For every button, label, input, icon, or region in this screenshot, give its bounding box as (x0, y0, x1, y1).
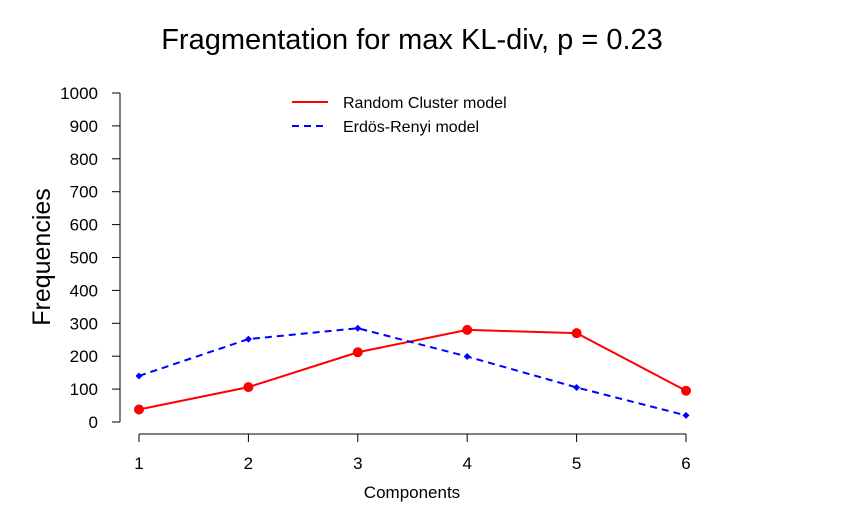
y-tick-label: 900 (70, 117, 98, 136)
data-point (354, 324, 362, 332)
y-tick-label: 600 (70, 216, 98, 235)
x-tick-label: 6 (681, 454, 690, 473)
data-point (681, 385, 691, 396)
series-line (138, 328, 687, 411)
y-tick-label: 500 (70, 249, 98, 268)
x-tick-label: 3 (353, 454, 362, 473)
y-tick-label: 100 (70, 380, 98, 399)
y-tick-label: 700 (70, 183, 98, 202)
data-point (243, 382, 254, 393)
data-point (462, 324, 473, 335)
y-tick-label: 1000 (60, 84, 98, 103)
series-layer (134, 324, 691, 419)
legend-label: Random Cluster model (343, 95, 507, 112)
y-axis: 0 100 200 300 400 500 600 700 800 900 1000 (60, 84, 121, 432)
legend: Random Cluster model Erdös-Renyi model (292, 95, 507, 136)
x-tick-label: 2 (244, 454, 253, 473)
chart-title: Fragmentation for max KL-div, p = 0.23 (161, 24, 663, 56)
y-tick-label: 800 (70, 150, 98, 169)
x-tick-label: 5 (572, 454, 581, 473)
data-point (134, 404, 144, 415)
data-point (135, 372, 143, 380)
legend-label: Erdös-Renyi model (343, 119, 479, 136)
y-tick-label: 200 (70, 347, 98, 366)
y-tick-label: 300 (70, 314, 98, 333)
x-tick-label: 1 (134, 454, 143, 473)
y-tick-label: 400 (70, 281, 98, 300)
y-axis-label: Frequencies (28, 188, 56, 326)
series-1 (135, 324, 690, 419)
data-point (463, 353, 471, 361)
x-tick-label: 4 (462, 454, 471, 473)
x-axis-label: Components (364, 483, 460, 502)
series-line (138, 327, 687, 417)
data-point (682, 411, 690, 419)
data-point (244, 335, 252, 343)
x-axis: 1 2 3 4 5 6 (134, 433, 691, 473)
data-point (352, 347, 363, 358)
data-point (571, 328, 582, 339)
data-point (573, 383, 581, 391)
y-tick-label: 0 (89, 413, 98, 432)
series-0 (134, 324, 691, 415)
